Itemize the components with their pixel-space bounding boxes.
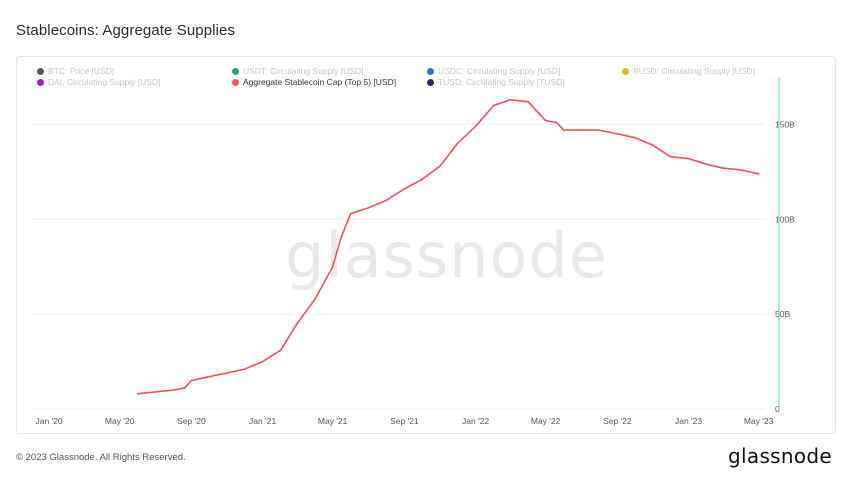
- data-point: [705, 163, 708, 166]
- legend-label: USDT: Circulating Supply [USD]: [243, 66, 364, 76]
- y-tick-label: 0: [775, 404, 780, 414]
- data-point: [757, 172, 760, 175]
- data-point: [580, 129, 583, 131]
- legend-item-busd[interactable]: BUSD: Circulating Supply [USD]: [622, 65, 755, 78]
- legend-item-tusd[interactable]: TUSD: Circulating Supply [TUSD]: [427, 76, 565, 89]
- x-tick-label: May '20: [105, 416, 135, 426]
- data-point: [136, 393, 139, 395]
- data-point: [154, 391, 157, 393]
- legend-dot-icon: [427, 68, 434, 75]
- data-point: [474, 125, 477, 128]
- x-tick-label: May '21: [318, 416, 348, 426]
- data-point: [279, 349, 282, 351]
- data-point: [456, 142, 459, 145]
- legend-label: DAI: Circulating Supply [USD]: [48, 77, 161, 87]
- data-point: [669, 155, 672, 158]
- brand-logo: glassnode: [728, 444, 832, 468]
- x-tick-label: Jan '22: [462, 416, 489, 426]
- data-point: [385, 199, 388, 202]
- x-tick-label: May '22: [531, 416, 561, 426]
- y-tick-label: 100B: [775, 214, 795, 224]
- data-point: [555, 121, 558, 124]
- copyright-text: © 2023 Glassnode. All Rights Reserved.: [16, 452, 186, 463]
- x-tick-label: Sep '20: [177, 416, 206, 426]
- data-point: [687, 157, 690, 160]
- x-tick-label: Jan '23: [675, 416, 702, 426]
- legend-label: USDC: Circulating Supply [USD]: [438, 66, 561, 76]
- data-point: [183, 387, 186, 389]
- data-point: [367, 207, 370, 209]
- y-tick-label: 150B: [775, 119, 795, 129]
- data-point: [652, 144, 654, 147]
- data-point: [740, 169, 742, 171]
- data-point: [226, 372, 228, 374]
- data-point: [314, 298, 316, 300]
- chart-title: Stablecoins: Aggregate Supplies: [16, 22, 236, 39]
- data-point: [527, 100, 529, 103]
- x-tick-label: Jan '20: [36, 416, 63, 426]
- data-point: [243, 368, 246, 370]
- data-point: [172, 389, 175, 391]
- legend-dot-icon: [427, 79, 434, 86]
- legend-dot-icon: [232, 68, 239, 75]
- data-point: [492, 104, 495, 107]
- data-point: [340, 237, 342, 240]
- legend-item-dai[interactable]: DAI: Circulating Supply [USD]: [37, 76, 160, 89]
- legend-label: BTC: Price [USD]: [48, 66, 115, 76]
- x-tick-label: Jan '21: [249, 416, 276, 426]
- legend-item-usdc[interactable]: USDC: Circulating Supply [USD]: [427, 65, 560, 78]
- data-point: [296, 322, 298, 325]
- data-point: [331, 265, 334, 268]
- x-tick-label: May '23: [744, 416, 774, 426]
- data-point: [616, 133, 619, 135]
- data-point: [349, 212, 352, 215]
- legend-item-btc-price[interactable]: BTC: Price [USD]: [37, 65, 114, 78]
- data-point: [562, 129, 565, 131]
- data-point: [544, 119, 547, 122]
- data-point: [439, 165, 441, 167]
- legend-item-aggregate-cap[interactable]: Aggregate Stablecoin Cap (Top 5) [USD]: [232, 76, 396, 89]
- data-point: [421, 178, 423, 181]
- data-point: [634, 136, 636, 139]
- x-tick-label: Sep '21: [390, 416, 419, 426]
- legend-item-usdt[interactable]: USDT: Circulating Supply [USD]: [232, 65, 363, 78]
- legend-dot-icon: [622, 68, 629, 75]
- x-tick-label: Sep '22: [603, 416, 632, 426]
- data-point: [208, 375, 210, 378]
- legend-label: Aggregate Stablecoin Cap (Top 5) [USD]: [243, 77, 397, 87]
- legend-dot-icon: [232, 79, 239, 86]
- data-point: [722, 167, 724, 169]
- chart-card: BTC: Price [USD] USDT: Circulating Suppl…: [16, 56, 836, 434]
- legend-label: BUSD: Circulating Supply [USD]: [633, 66, 755, 76]
- series-line-aggregate-cap: [137, 98, 760, 395]
- data-point: [403, 188, 406, 190]
- data-point: [190, 379, 193, 382]
- legend-label: TUSD: Circulating Supply [TUSD]: [438, 77, 565, 87]
- legend-dot-icon: [37, 79, 44, 86]
- data-point: [509, 98, 511, 101]
- chart-plot[interactable]: 0 50B 100B 150B Jan '20 May '20 Sep '20 Jan '21…: [17, 57, 835, 433]
- y-tick-label: 50B: [775, 309, 790, 319]
- data-point: [261, 360, 264, 363]
- legend-dot-icon: [37, 68, 44, 75]
- data-point: [598, 129, 601, 131]
